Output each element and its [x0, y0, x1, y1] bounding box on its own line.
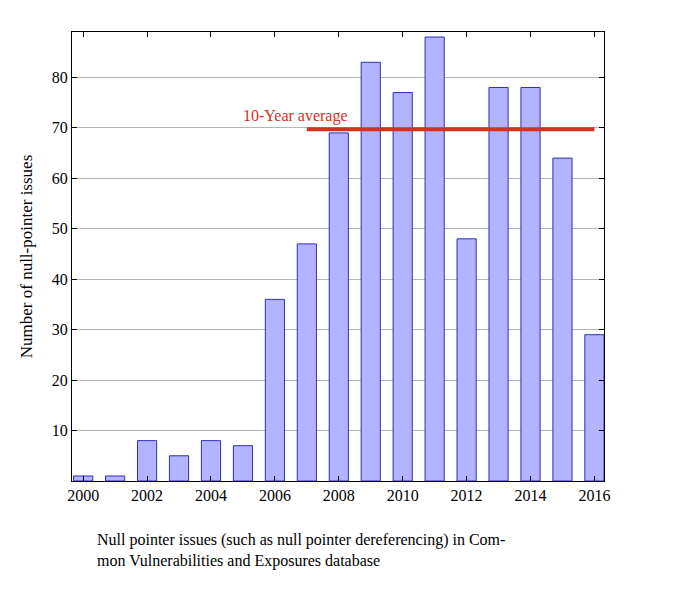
svg-text:2008: 2008 — [323, 487, 355, 504]
svg-text:2012: 2012 — [451, 487, 483, 504]
svg-text:30: 30 — [52, 321, 68, 338]
svg-text:2000: 2000 — [67, 487, 99, 504]
svg-text:40: 40 — [52, 271, 68, 288]
svg-text:Number of null-pointer issues: Number of null-pointer issues — [17, 155, 36, 359]
svg-text:2002: 2002 — [131, 487, 163, 504]
svg-text:70: 70 — [52, 119, 68, 136]
svg-text:Null pointer issues (such as n: Null pointer issues (such as null pointe… — [97, 531, 505, 570]
svg-text:2006: 2006 — [259, 487, 291, 504]
svg-text:2010: 2010 — [387, 487, 419, 504]
svg-text:10: 10 — [52, 422, 68, 439]
svg-text:2014: 2014 — [515, 487, 547, 504]
svg-text:50: 50 — [52, 220, 68, 237]
svg-text:10-Year average: 10-Year average — [243, 107, 348, 125]
svg-text:60: 60 — [52, 170, 68, 187]
svg-text:2004: 2004 — [195, 487, 227, 504]
svg-text:2016: 2016 — [578, 487, 610, 504]
svg-text:20: 20 — [52, 372, 68, 389]
svg-text:80: 80 — [52, 69, 68, 86]
